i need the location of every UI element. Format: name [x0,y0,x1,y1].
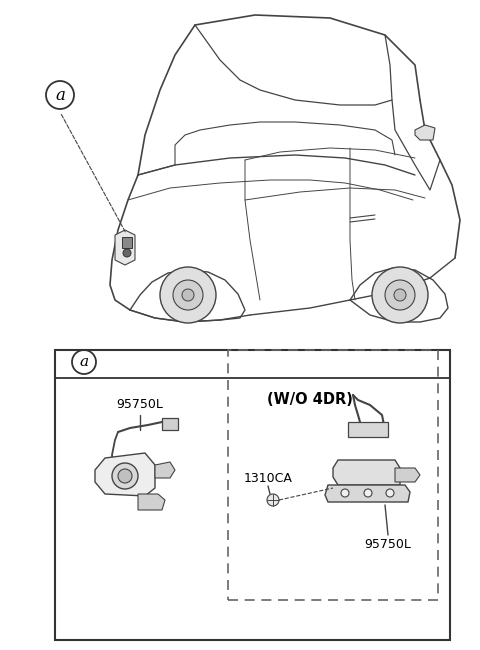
Circle shape [386,489,394,497]
Circle shape [182,289,194,301]
Polygon shape [325,485,410,502]
Text: 95750L: 95750L [117,398,163,411]
Polygon shape [395,468,420,482]
Circle shape [160,267,216,323]
Circle shape [394,289,406,301]
Polygon shape [115,230,135,265]
Bar [228,350,438,600]
Circle shape [364,489,372,497]
Polygon shape [162,418,178,430]
Polygon shape [122,237,132,248]
Polygon shape [138,494,165,510]
Text: 1310CA: 1310CA [243,471,292,484]
Polygon shape [333,460,400,485]
Text: a: a [55,86,65,103]
Circle shape [112,463,138,489]
Circle shape [267,494,279,506]
Bar [55,350,450,640]
Circle shape [385,280,415,310]
Circle shape [341,489,349,497]
Text: 95750L: 95750L [365,538,411,551]
Polygon shape [415,125,435,140]
Polygon shape [348,422,388,437]
Circle shape [372,267,428,323]
Text: a: a [79,355,89,369]
Circle shape [123,249,131,257]
Circle shape [118,469,132,483]
Circle shape [173,280,203,310]
Polygon shape [95,453,155,496]
Text: (W/O 4DR): (W/O 4DR) [267,393,353,408]
Polygon shape [155,462,175,478]
